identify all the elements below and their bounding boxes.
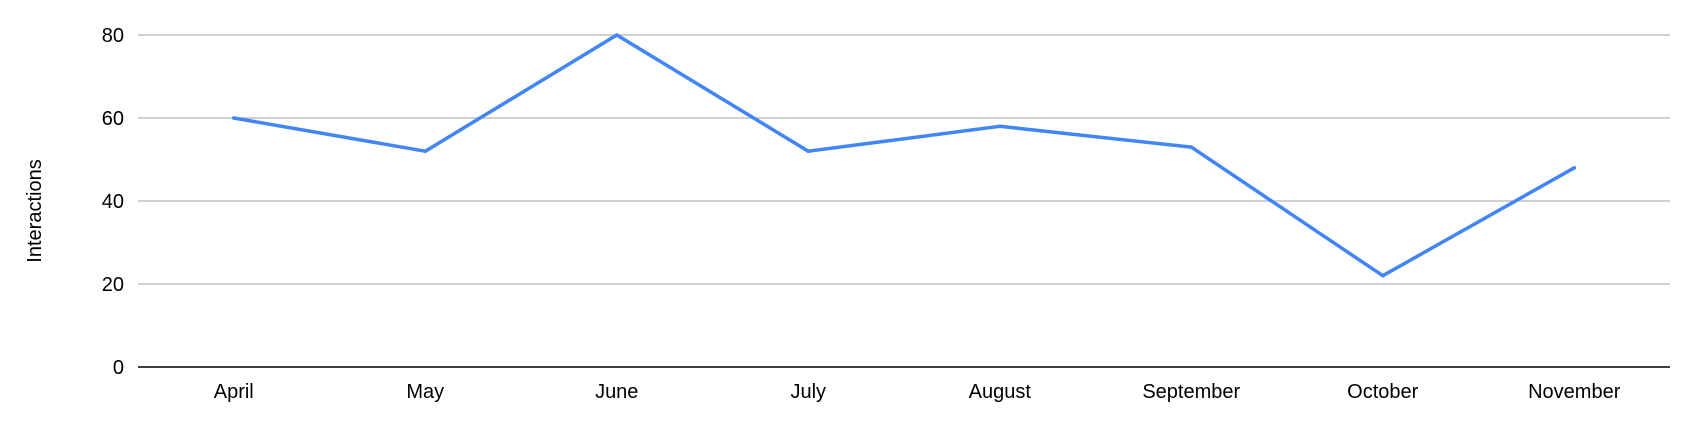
series-line xyxy=(232,33,1577,278)
series-layer xyxy=(232,33,1577,278)
x-tick-labels: April May June July August September October No… xyxy=(214,381,1621,403)
data-point xyxy=(1189,145,1193,149)
data-point xyxy=(1572,166,1576,170)
data-point xyxy=(232,116,236,120)
data-point xyxy=(615,33,619,37)
data-point xyxy=(1381,273,1385,278)
y-tick-labels: 0 20 40 60 80 xyxy=(102,25,124,379)
y-tick-label: 20 xyxy=(102,274,124,296)
y-tick-label: 80 xyxy=(102,25,124,47)
y-tick-label: 0 xyxy=(113,357,124,379)
data-point xyxy=(423,149,427,153)
y-tick-label: 40 xyxy=(102,191,124,213)
x-tick-label: October xyxy=(1347,381,1418,403)
x-tick-label: June xyxy=(595,381,638,403)
x-tick-label: May xyxy=(406,381,444,403)
x-tick-label: November xyxy=(1528,381,1621,403)
x-tick-label: August xyxy=(969,381,1032,403)
y-axis-title: Interactions xyxy=(24,159,46,262)
gridlines xyxy=(138,34,1670,285)
data-point xyxy=(806,149,810,153)
y-tick-label: 60 xyxy=(102,108,124,130)
x-tick-label: April xyxy=(214,381,254,403)
x-tick-label: July xyxy=(790,381,826,403)
x-tick-label: September xyxy=(1142,381,1240,403)
data-point xyxy=(998,124,1002,129)
